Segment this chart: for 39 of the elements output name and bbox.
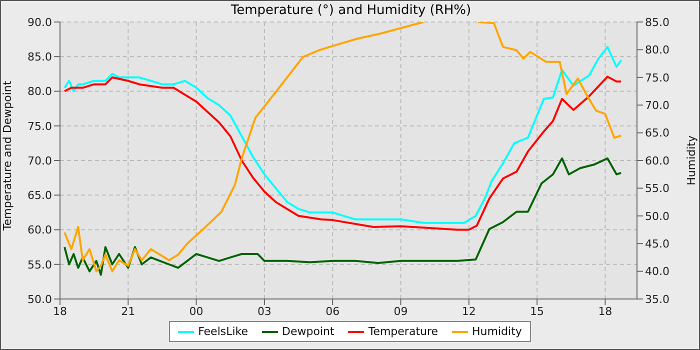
x-tick-label: 12 <box>462 304 476 318</box>
line-series <box>64 46 622 224</box>
x-tick-label: 00 <box>189 304 204 318</box>
y2-tick-label: 55.0 <box>645 182 670 196</box>
y-tick-label: 50.0 <box>28 292 52 306</box>
x-tick-label: 06 <box>326 304 340 318</box>
y-tick-label: 75.0 <box>28 120 52 133</box>
y2-tick-label: 85.0 <box>645 16 670 29</box>
y2-tick-label: 50.0 <box>645 210 670 223</box>
y2-tick-label: 45.0 <box>645 238 670 251</box>
y2-tick-label: 70.0 <box>645 99 670 112</box>
x-tick-label: 18 <box>53 304 67 318</box>
x-tick-label: 09 <box>394 304 408 318</box>
y2-tick-label: 65.0 <box>645 126 670 140</box>
y2-tick-label: 75.0 <box>645 71 670 84</box>
y2-tick-label: 40.0 <box>645 265 670 278</box>
y-axis-title: Temperature and Dewpoint <box>0 80 14 232</box>
y2-tick-label: 35.0 <box>645 292 670 306</box>
x-tick-label: 21 <box>121 304 136 318</box>
y2-axis-title: Humidity <box>684 135 698 186</box>
y2-tick-label: 80.0 <box>645 44 670 57</box>
chart-title: Temperature (°) and Humidity (RH%) <box>230 3 472 18</box>
y-tick-label: 55.0 <box>28 258 52 272</box>
line-series <box>64 76 622 231</box>
legend-label: Temperature <box>367 325 438 338</box>
y-tick-label: 85.0 <box>28 50 52 64</box>
y-tick-label: 60.0 <box>28 224 52 237</box>
legend-label: Dewpoint <box>281 325 334 338</box>
y-tick-label: 65.0 <box>28 189 52 202</box>
x-tick-label: 03 <box>257 304 272 318</box>
x-tick-label: 15 <box>530 304 544 318</box>
line-series <box>64 157 622 276</box>
y2-tick-label: 60.0 <box>645 154 670 168</box>
y-tick-label: 80.0 <box>28 85 52 98</box>
y-tick-label: 90.0 <box>28 16 52 29</box>
legend-label: Humidity <box>471 325 522 338</box>
x-tick-label: 18 <box>598 304 612 318</box>
y-tick-label: 70.0 <box>28 154 52 168</box>
legend-label: FeelsLike <box>197 325 248 338</box>
